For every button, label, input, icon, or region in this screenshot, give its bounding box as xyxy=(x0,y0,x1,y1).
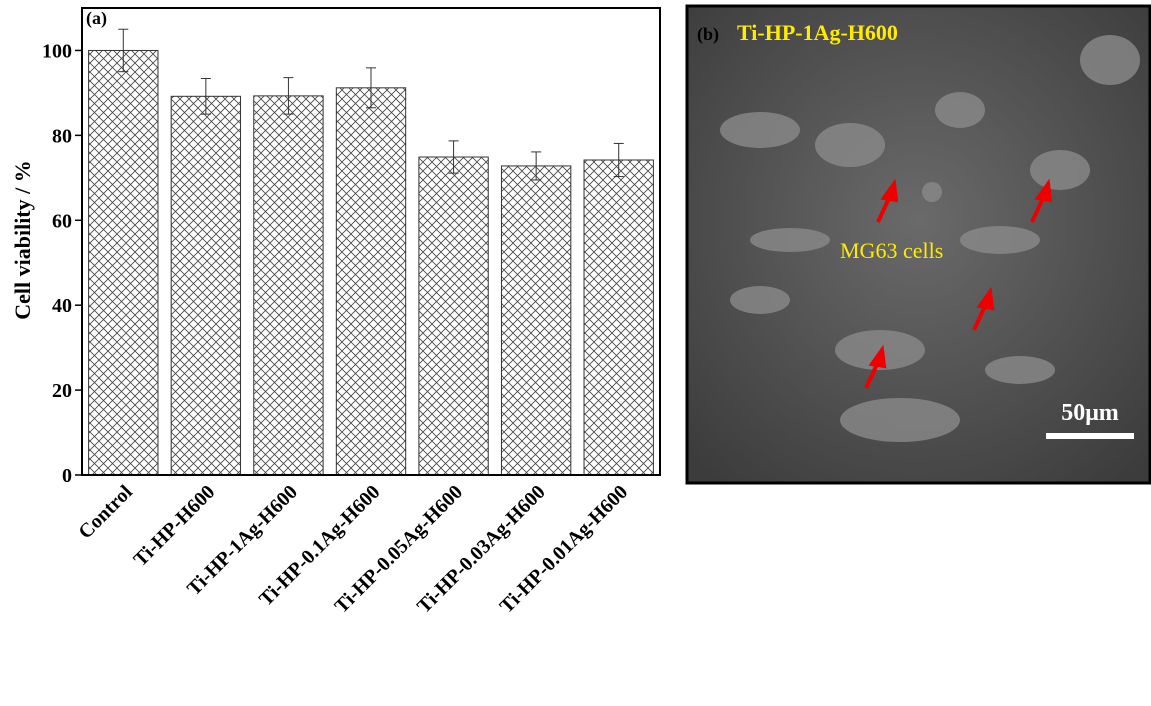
y-tick-label: 80 xyxy=(52,125,72,147)
bar xyxy=(419,157,488,475)
panel-b: (b) Ti-HP-1Ag-H600 MG63 cells 50μm xyxy=(687,6,1150,483)
y-axis-label: Cell viability / % xyxy=(10,160,35,320)
scale-bar-label: 50μm xyxy=(1061,400,1119,426)
bar xyxy=(254,96,323,475)
x-tick-label: Ti-HP-H600 xyxy=(129,481,219,571)
x-tick-label: Control xyxy=(74,481,137,544)
y-tick-label: 60 xyxy=(52,210,72,232)
panel-label: (a) xyxy=(86,8,107,29)
panel-title: Ti-HP-1Ag-H600 xyxy=(737,20,898,45)
y-tick-label: 100 xyxy=(42,40,72,62)
y-tick-label: 20 xyxy=(52,380,72,402)
y-tick-label: 0 xyxy=(62,465,72,487)
scale-bar xyxy=(1046,433,1134,439)
figure: (a) Cell viability / % 0 20 40 60 80 100 Contr… xyxy=(0,0,1151,701)
bar xyxy=(336,88,405,475)
y-tick-label: 40 xyxy=(52,295,72,317)
chart-a: (a) Cell viability / % 0 20 40 60 80 100 Contr… xyxy=(10,8,660,618)
bar xyxy=(501,166,570,475)
bar xyxy=(584,160,653,475)
panel-label: (b) xyxy=(697,24,719,45)
bar xyxy=(171,96,240,475)
annotation: MG63 cells xyxy=(840,238,943,263)
bar xyxy=(89,50,158,475)
